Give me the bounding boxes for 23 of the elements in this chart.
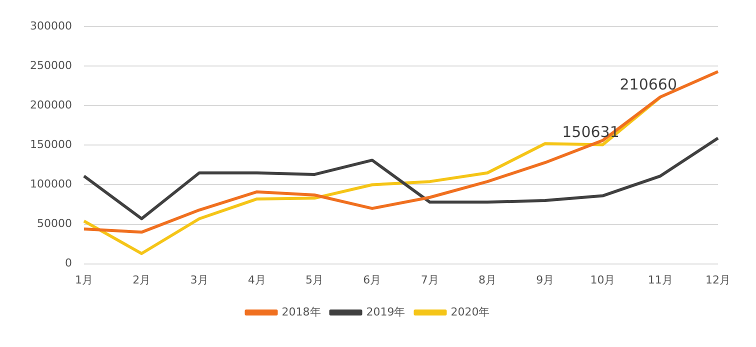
y-tick-label: 50000 [36,217,72,230]
x-tick-label: 8月 [478,273,496,286]
x-tick-label: 7月 [420,273,439,286]
x-tick-label: 5月 [306,273,324,286]
x-tick-label: 12月 [706,273,730,286]
legend-label: 2018年 [282,305,321,318]
y-tick-label: 200000 [30,98,72,112]
x-tick-label: 2月 [132,273,151,286]
x-tick-label: 10月 [590,273,616,286]
x-tick-label: 1月 [74,273,93,286]
x-tick-label: 9月 [536,273,554,286]
x-tick-label: 11月 [648,273,673,286]
x-tick-label: 6月 [363,273,382,286]
legend-label: 2019年 [366,305,406,318]
data-label: 210660 [620,76,677,94]
y-tick-label: 150000 [30,138,72,152]
y-tick-label: 300000 [30,19,72,32]
y-tick-label: 0 [64,256,72,270]
y-tick-label: 100000 [30,178,72,191]
y-tick-label: 250000 [30,58,72,72]
x-tick-label: 4月 [248,273,266,286]
legend-label: 2020年 [450,305,490,318]
x-tick-label: 3月 [190,273,208,286]
